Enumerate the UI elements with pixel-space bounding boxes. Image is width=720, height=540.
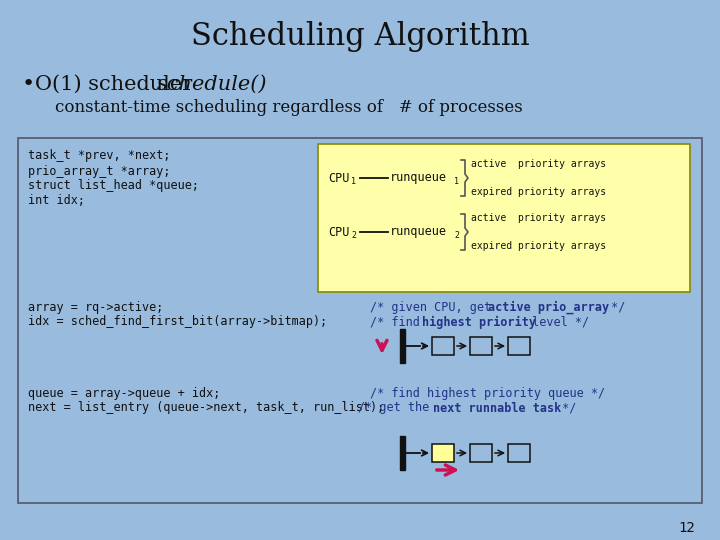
Text: /* find: /* find: [370, 315, 427, 328]
Text: next runnable task: next runnable task: [433, 402, 562, 415]
Text: array = rq->active;: array = rq->active;: [28, 300, 163, 314]
Text: /* get the: /* get the: [358, 402, 436, 415]
Text: •: •: [22, 74, 35, 94]
Text: 12: 12: [678, 521, 695, 535]
Text: runqueue: runqueue: [390, 226, 447, 239]
Bar: [400, 329, 405, 363]
Bar: [18, 138, 702, 503]
Text: */: */: [604, 300, 626, 314]
Bar: [470, 337, 492, 355]
Text: expired priority arrays: expired priority arrays: [471, 187, 606, 197]
Text: 2: 2: [454, 232, 459, 240]
Text: active prio_array: active prio_array: [488, 300, 609, 314]
Bar: [432, 337, 454, 355]
Text: CPU: CPU: [328, 172, 349, 185]
Text: constant-time scheduling regardless of   # of processes: constant-time scheduling regardless of #…: [55, 98, 523, 116]
Text: schedule(): schedule(): [157, 75, 268, 93]
Text: level */: level */: [525, 315, 589, 328]
Text: /* given CPU, get: /* given CPU, get: [370, 300, 498, 314]
Text: prio_array_t *array;: prio_array_t *array;: [28, 165, 171, 178]
Text: O(1) scheduler: O(1) scheduler: [35, 75, 199, 93]
Text: expired priority arrays: expired priority arrays: [471, 241, 606, 251]
Text: highest priority: highest priority: [422, 315, 536, 328]
Text: struct list_head *queue;: struct list_head *queue;: [28, 179, 199, 192]
Bar: [508, 444, 530, 462]
Bar: [432, 444, 454, 462]
Text: int idx;: int idx;: [28, 194, 85, 207]
Text: active  priority arrays: active priority arrays: [471, 159, 606, 169]
Bar: [508, 337, 530, 355]
Text: queue = array->queue + idx;: queue = array->queue + idx;: [28, 387, 220, 400]
Text: runqueue: runqueue: [390, 172, 447, 185]
Text: 2: 2: [351, 232, 356, 240]
Text: Scheduling Algorithm: Scheduling Algorithm: [191, 21, 529, 51]
Text: */: */: [555, 402, 577, 415]
Text: 1: 1: [351, 178, 356, 186]
Text: 1: 1: [454, 178, 459, 186]
Text: active  priority arrays: active priority arrays: [471, 213, 606, 223]
Text: next = list_entry (queue->next, task_t, run_list);: next = list_entry (queue->next, task_t, …: [28, 402, 384, 415]
Text: task_t *prev, *next;: task_t *prev, *next;: [28, 150, 171, 163]
Text: idx = sched_find_first_bit(array->bitmap);: idx = sched_find_first_bit(array->bitmap…: [28, 315, 328, 328]
Bar: [400, 436, 405, 470]
Text: /* find highest priority queue */: /* find highest priority queue */: [370, 387, 605, 400]
Bar: [470, 444, 492, 462]
Bar: [318, 144, 690, 292]
Text: CPU: CPU: [328, 226, 349, 239]
